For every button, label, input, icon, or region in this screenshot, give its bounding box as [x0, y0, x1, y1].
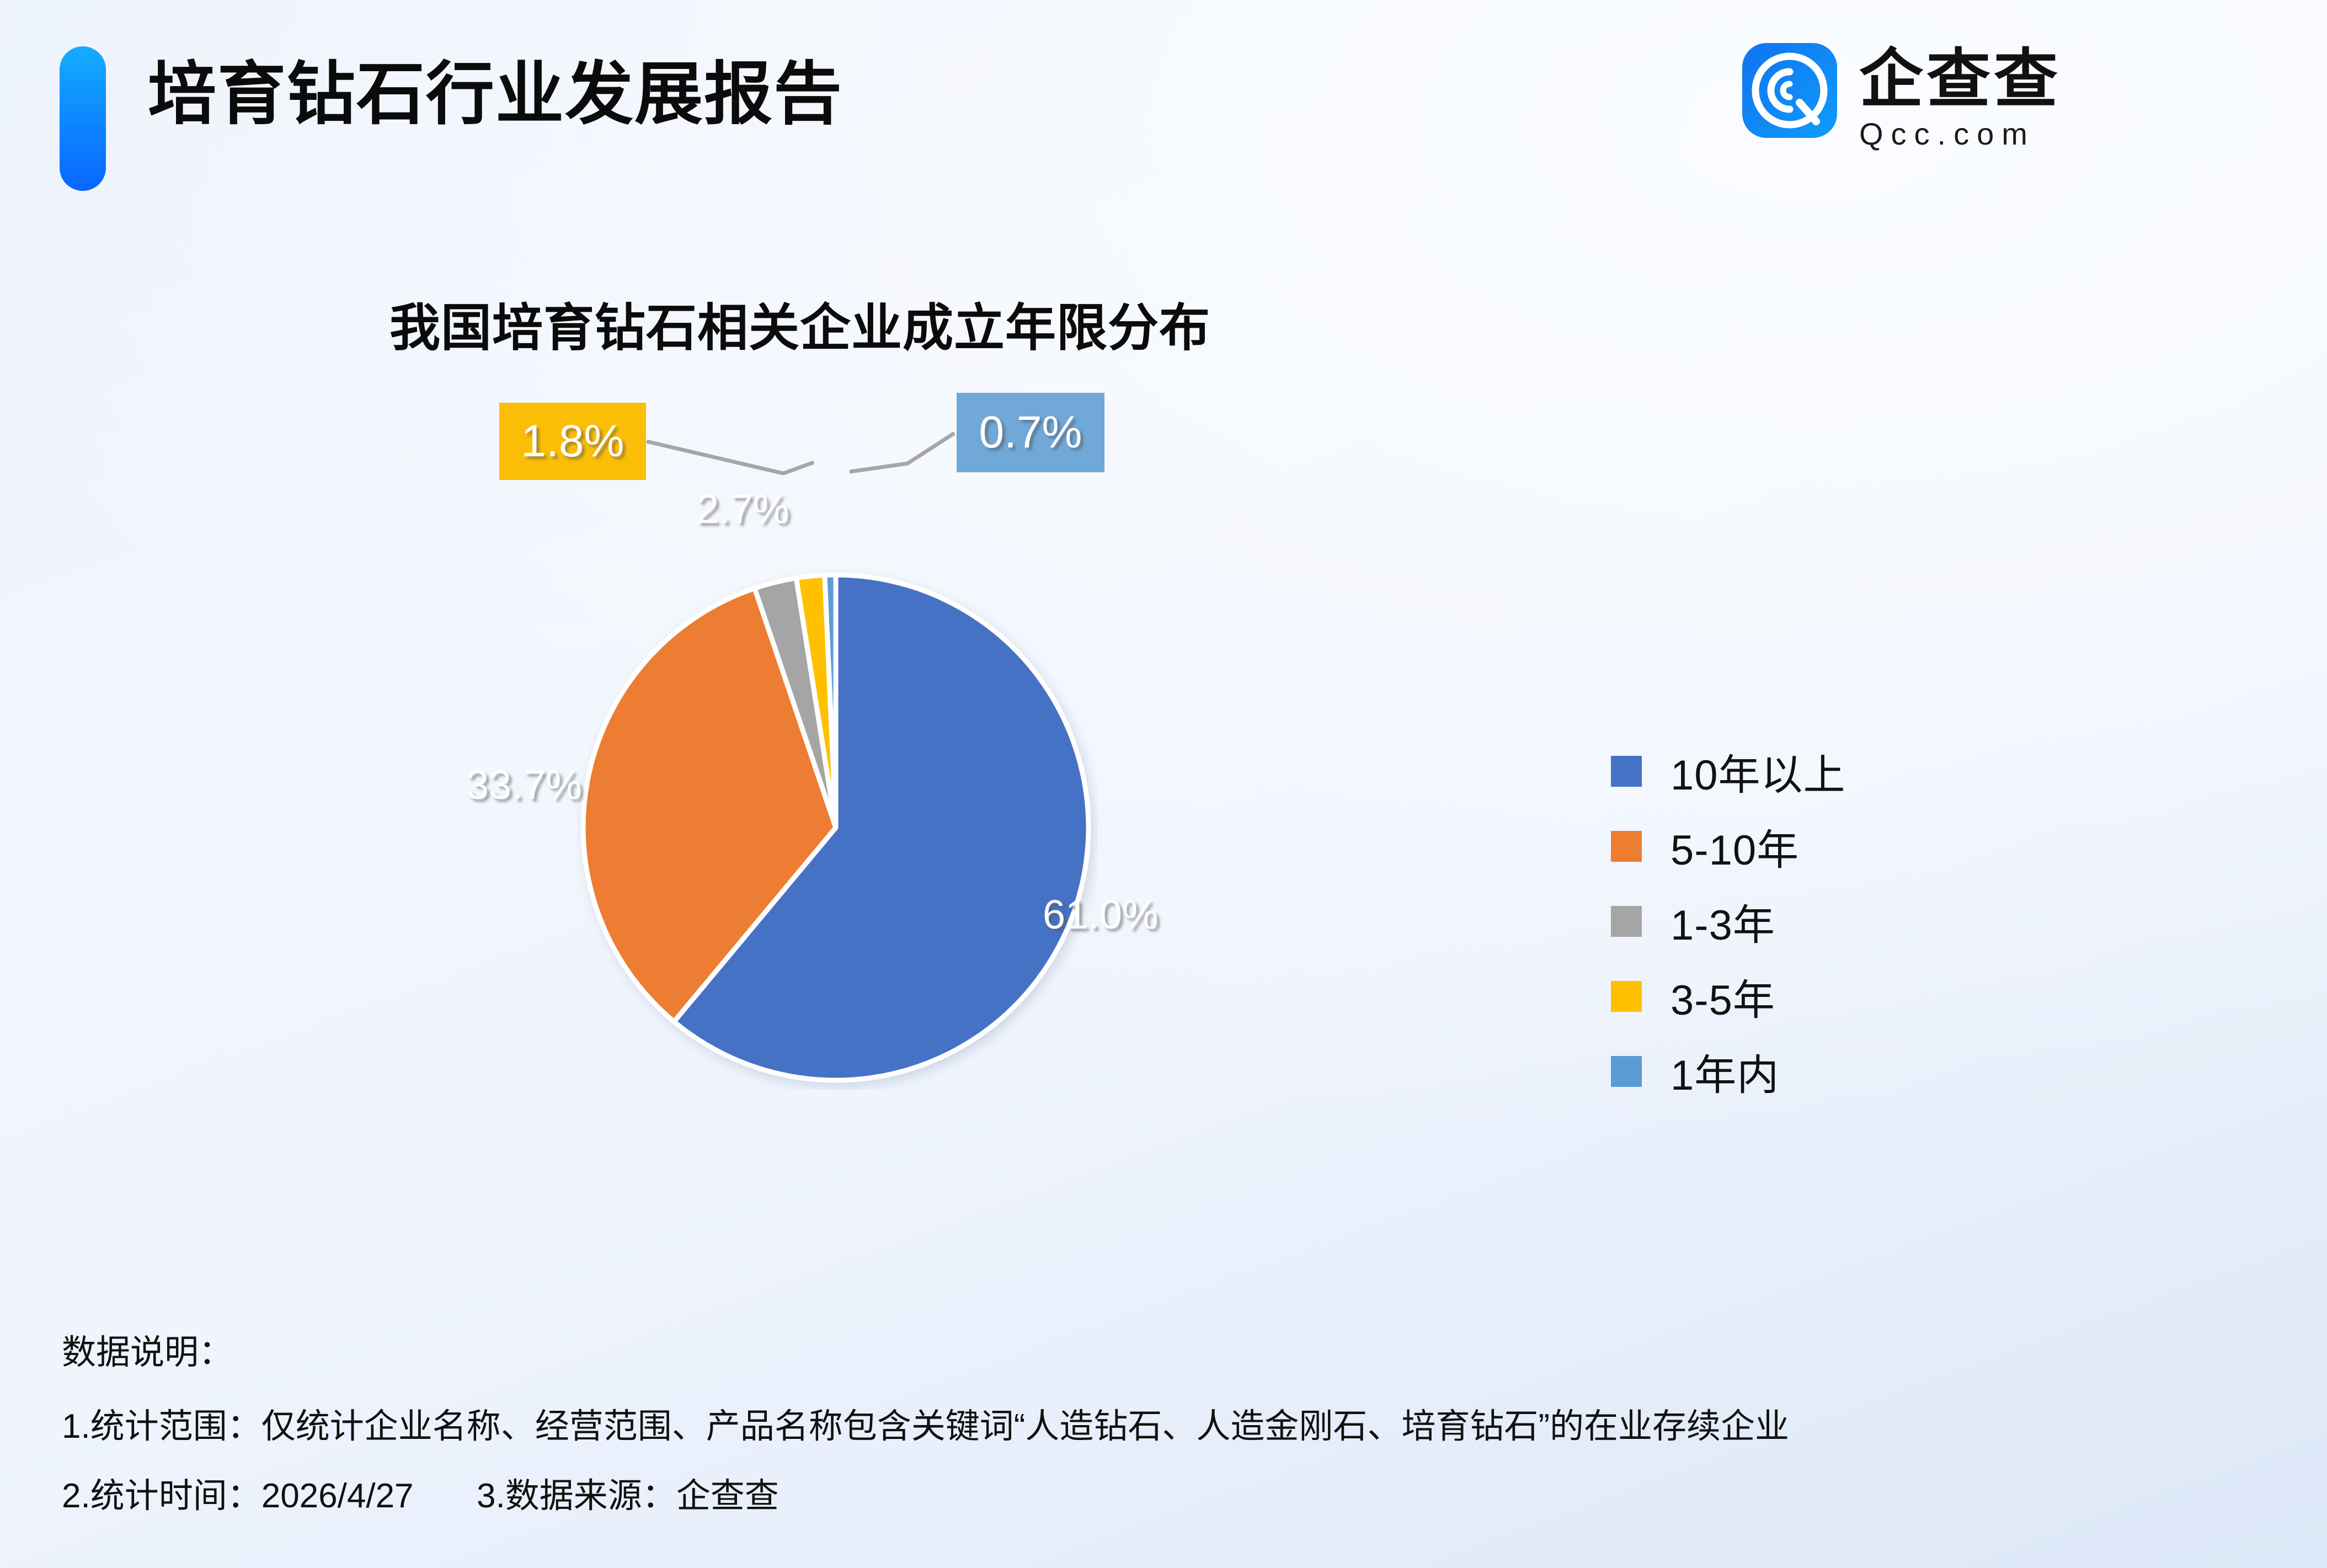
- pie-slices: [580, 572, 1091, 1083]
- brand-name-cn: 企查查: [1859, 43, 2061, 115]
- pie-slice-3[interactable]: [793, 572, 839, 830]
- legend-label: 1-3年: [1670, 902, 1775, 949]
- data-note-source: 3.数据来源：企查查: [477, 1477, 779, 1515]
- legend-item-10nianyishang[interactable]: 10年以上: [1611, 734, 1846, 809]
- data-note-time-source: 2.统计时间：2026/4/27 3.数据来源：企查查: [62, 1468, 2269, 1517]
- data-notes-heading: 数据说明：: [62, 1334, 233, 1372]
- legend-label: 10年以上: [1670, 752, 1846, 799]
- brand-name-en: Qcc.com: [1859, 116, 2035, 151]
- brand-text: 企查查 Qcc.com: [1859, 43, 2061, 151]
- legend-item-3-5nian[interactable]: 3-5年: [1611, 959, 1846, 1034]
- legend-item-1-3nian[interactable]: 1-3年: [1611, 884, 1846, 959]
- legend-swatch-icon: [1611, 756, 1642, 787]
- pie-value-label-1-3nian: 2.7%: [696, 486, 789, 532]
- legend-label: 3-5年: [1670, 977, 1775, 1024]
- chart-legend: 10年以上 5-10年 1-3年 3-5年 1年内: [1611, 734, 1846, 1109]
- legend-swatch-icon: [1611, 906, 1642, 937]
- legend-item-1niannei[interactable]: 1年内: [1611, 1034, 1846, 1109]
- pie-slice-4[interactable]: [822, 572, 839, 830]
- legend-swatch-icon: [1611, 981, 1642, 1012]
- pie-slice-2[interactable]: [752, 575, 839, 830]
- pie-callout-1niannei: 0.7%: [957, 393, 1104, 472]
- pie-slice-0[interactable]: [671, 572, 1091, 1083]
- legend-label: 1年内: [1670, 1052, 1780, 1099]
- legend-swatch-icon: [1611, 831, 1642, 862]
- brand-logo: 企查查 Qcc.com: [1742, 43, 2061, 151]
- pie-svg: [580, 572, 1091, 1083]
- page-title: 培育钻石行业发展报告: [148, 56, 844, 132]
- chart-title: 我国培育钻石相关企业成立年限分布: [389, 300, 1210, 356]
- pie-callout-3-5nian: 1.8%: [499, 403, 646, 480]
- qcc-logo-icon: [1742, 43, 1837, 138]
- data-note-scope: 1.统计范围：仅统计企业名称、经营范围、产品名称包含关键词“人造钻石、人造金刚石…: [62, 1407, 1790, 1446]
- title-accent-bar: [60, 46, 106, 191]
- data-note-time: 2.统计时间：2026/4/27: [62, 1477, 414, 1515]
- pie-value-label-10nianyishang: 61.0%: [1043, 892, 1159, 937]
- legend-item-5-10nian[interactable]: 5-10年: [1611, 809, 1846, 884]
- pie-slice-1[interactable]: [580, 585, 839, 1025]
- legend-swatch-icon: [1611, 1056, 1642, 1087]
- legend-label: 5-10年: [1670, 827, 1800, 874]
- pie-value-label-5-10nian: 33.7%: [466, 762, 582, 808]
- page-header: 培育钻石行业发展报告 企查查 Qcc.com: [0, 0, 2327, 210]
- data-notes: 数据说明： 1.统计范围：仅统计企业名称、经营范围、产品名称包含关键词“人造钻石…: [62, 1324, 2269, 1517]
